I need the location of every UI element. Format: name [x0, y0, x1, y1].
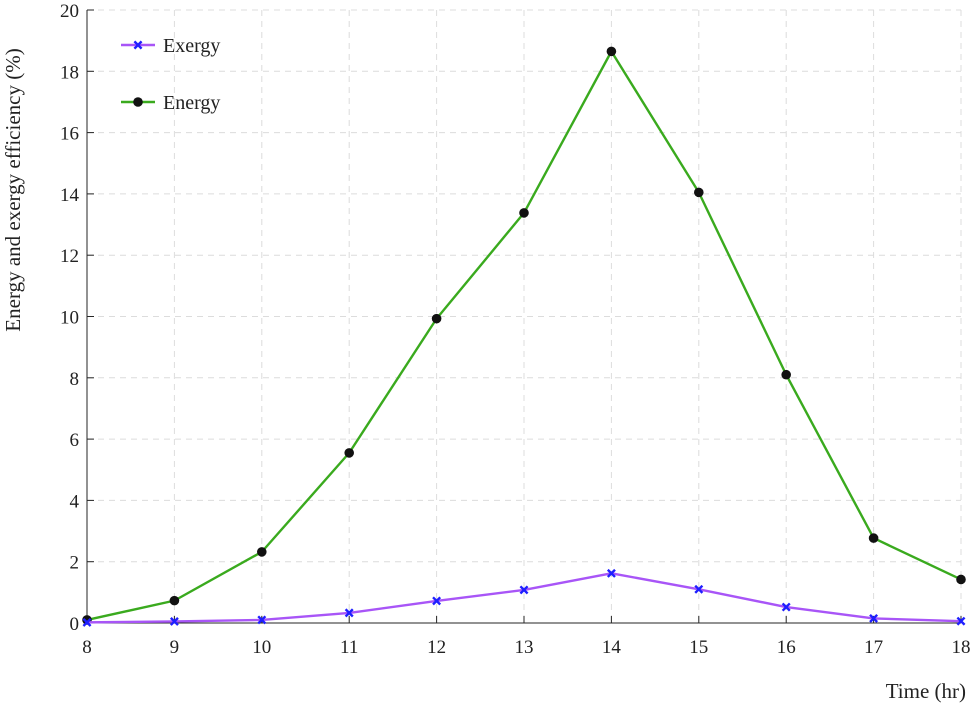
energy-point [781, 369, 791, 380]
energy-series [82, 46, 966, 625]
x-tick-label: 15 [689, 637, 708, 658]
energy-point [694, 187, 704, 198]
legend-label: Exergy [163, 35, 220, 57]
series [82, 46, 966, 627]
y-tick-label: 4 [70, 491, 80, 512]
x-tick-label: 11 [340, 637, 358, 658]
exergy-point [169, 617, 179, 626]
exergy-point [432, 596, 442, 606]
legend-item-energy: Energy [121, 92, 220, 114]
x-tick-label: 17 [864, 637, 883, 658]
y-tick-label: 6 [70, 430, 80, 451]
y-axis-title: Energy and exergy efficiency (%) [1, 48, 25, 331]
x-tick-label: 8 [82, 637, 92, 658]
y-tick-label: 16 [60, 124, 79, 145]
y-tick-label: 2 [70, 553, 80, 574]
y-tick-label: 12 [60, 246, 79, 267]
energy-point [956, 574, 966, 585]
legend-item-exergy: Exergy [121, 35, 220, 57]
legend-label: Energy [163, 92, 220, 114]
tick-labels: 8 9 10 11 12 13 14 15 16 17 18 0 2 4 6 8 10 12 14 16 18 20 [60, 1, 971, 658]
energy-point [169, 595, 180, 606]
exergy-point [956, 616, 966, 626]
axes [86, 9, 962, 624]
legend: Exergy Energy [121, 35, 220, 114]
x-tick-label: 13 [515, 637, 534, 658]
y-tick-label: 20 [60, 1, 79, 22]
exergy-point [694, 584, 704, 594]
y-tick-label: 14 [60, 185, 80, 206]
legend-marker [133, 97, 143, 107]
energy-point [344, 448, 355, 458]
exergy-point [781, 602, 791, 612]
x-tick-label: 9 [170, 637, 180, 658]
y-tick-label: 0 [70, 614, 80, 635]
energy-point [431, 313, 442, 324]
x-tick-label: 14 [602, 637, 622, 658]
x-tick-label: 10 [252, 637, 271, 658]
energy-point [606, 46, 617, 57]
exergy-point [344, 608, 354, 618]
exergy-series [82, 568, 966, 627]
y-tick-label: 8 [70, 369, 80, 390]
exergy-point [82, 617, 92, 627]
exergy-point [606, 568, 616, 578]
y-tick-label: 10 [60, 308, 79, 329]
x-tick-label: 18 [952, 637, 971, 658]
energy-point [519, 208, 529, 218]
exergy-point [257, 615, 267, 625]
grid [86, 9, 962, 624]
legend-marker [133, 40, 143, 50]
energy-point [257, 547, 267, 557]
x-tick-label: 16 [777, 637, 796, 658]
x-axis-title: Time (hr) [886, 679, 966, 703]
exergy-point [869, 613, 879, 623]
y-tick-label: 18 [60, 62, 79, 83]
x-tick-label: 12 [427, 637, 446, 658]
exergy-point [519, 585, 529, 595]
energy-point [868, 533, 879, 543]
